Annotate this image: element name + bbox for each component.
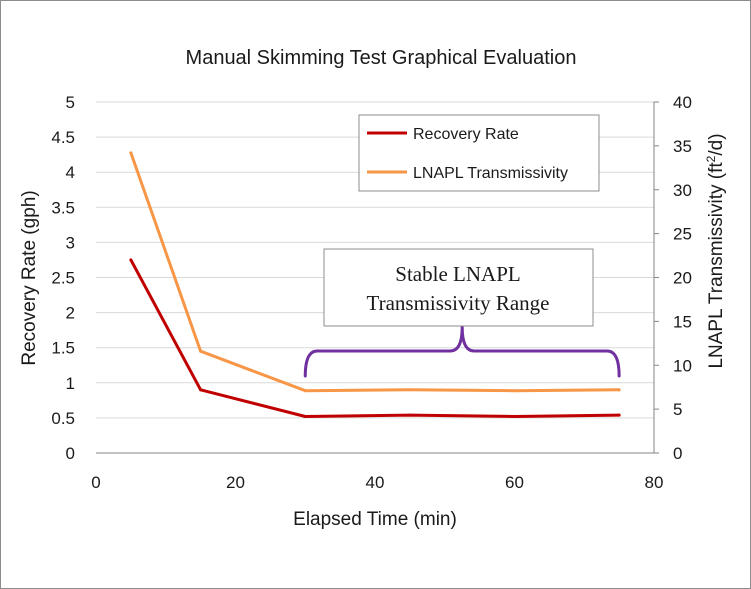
y-tick-label: 5 (66, 93, 75, 112)
data-point (303, 389, 307, 393)
legend-box (358, 114, 600, 192)
data-point (513, 414, 516, 418)
chart-title: Manual Skimming Test Graphical Evaluatio… (186, 47, 577, 69)
y2-axis-title-superscript: 2 (704, 155, 718, 162)
y-tick-label: 1.5 (51, 339, 75, 358)
callout-annotation: Stable LNAPL Transmissivity Range (323, 248, 594, 327)
callout-box (323, 248, 594, 327)
y-tick-label: 2 (66, 304, 75, 323)
callout-line-2: Transmissivity Range (367, 291, 550, 315)
legend-label-lnapl-transmissivity: LNAPL Transmissivity (413, 165, 568, 182)
y2-tick-label: 15 (673, 312, 692, 331)
y2-tick-label: 25 (673, 225, 692, 244)
data-point (513, 389, 516, 393)
x-tick-label: 60 (505, 473, 524, 492)
y-tick-label: 1 (66, 374, 75, 393)
y2-axis-title-end: /d) (706, 133, 727, 155)
series-line-recovery-rate (129, 258, 621, 418)
y2-tick-label: 35 (673, 137, 692, 156)
data-point (408, 388, 412, 392)
data-point (199, 388, 203, 392)
data-point (129, 258, 133, 262)
y2-tick-label: 0 (673, 444, 682, 463)
series-layer (129, 151, 621, 418)
y-tick-label: 2.5 (51, 269, 75, 288)
y-axis-title: Recovery Rate (gph) (19, 190, 40, 365)
y2-tick-label: 20 (673, 269, 692, 288)
y-tick-label: 3 (66, 233, 75, 252)
axes-layer: 0 0.5 1 1.5 2 2.5 3 3.5 4 4.5 5 0 5 10 15 20 25 30 35 40 0 20… (51, 93, 692, 492)
y2-tick-label: 5 (673, 400, 682, 419)
y-tick-label: 4 (66, 163, 75, 182)
y2-tick-label: 40 (673, 93, 692, 112)
x-tick-label: 40 (366, 473, 385, 492)
y-tick-label: 0.5 (51, 409, 75, 428)
data-point (303, 414, 307, 418)
y-tick-label: 4.5 (51, 128, 75, 147)
y2-axis-title: LNAPL Transmissivity (ft2/d) (704, 133, 727, 368)
data-point (617, 388, 621, 392)
stable-range-brace (303, 325, 621, 378)
x-tick-label: 20 (226, 473, 245, 492)
data-point (408, 413, 412, 417)
x-tick-label: 80 (645, 473, 664, 492)
legend: Recovery Rate LNAPL Transmissivity (358, 114, 600, 192)
annotation-layer (303, 325, 621, 378)
x-axis-title: Elapsed Time (min) (293, 509, 457, 530)
data-point (617, 413, 621, 417)
y-tick-label: 0 (66, 444, 75, 463)
series-line-lnapl-transmissivity (129, 151, 621, 393)
callout-line-1: Stable LNAPL (395, 262, 520, 286)
data-point (129, 151, 133, 155)
y2-tick-label: 10 (673, 356, 692, 375)
y2-axis-title-main: LNAPL Transmissivity (ft (706, 162, 727, 369)
data-point (199, 349, 203, 353)
y2-tick-label: 30 (673, 181, 692, 200)
legend-label-recovery-rate: Recovery Rate (413, 126, 519, 143)
y-tick-label: 3.5 (51, 198, 75, 217)
x-tick-label: 0 (91, 473, 100, 492)
